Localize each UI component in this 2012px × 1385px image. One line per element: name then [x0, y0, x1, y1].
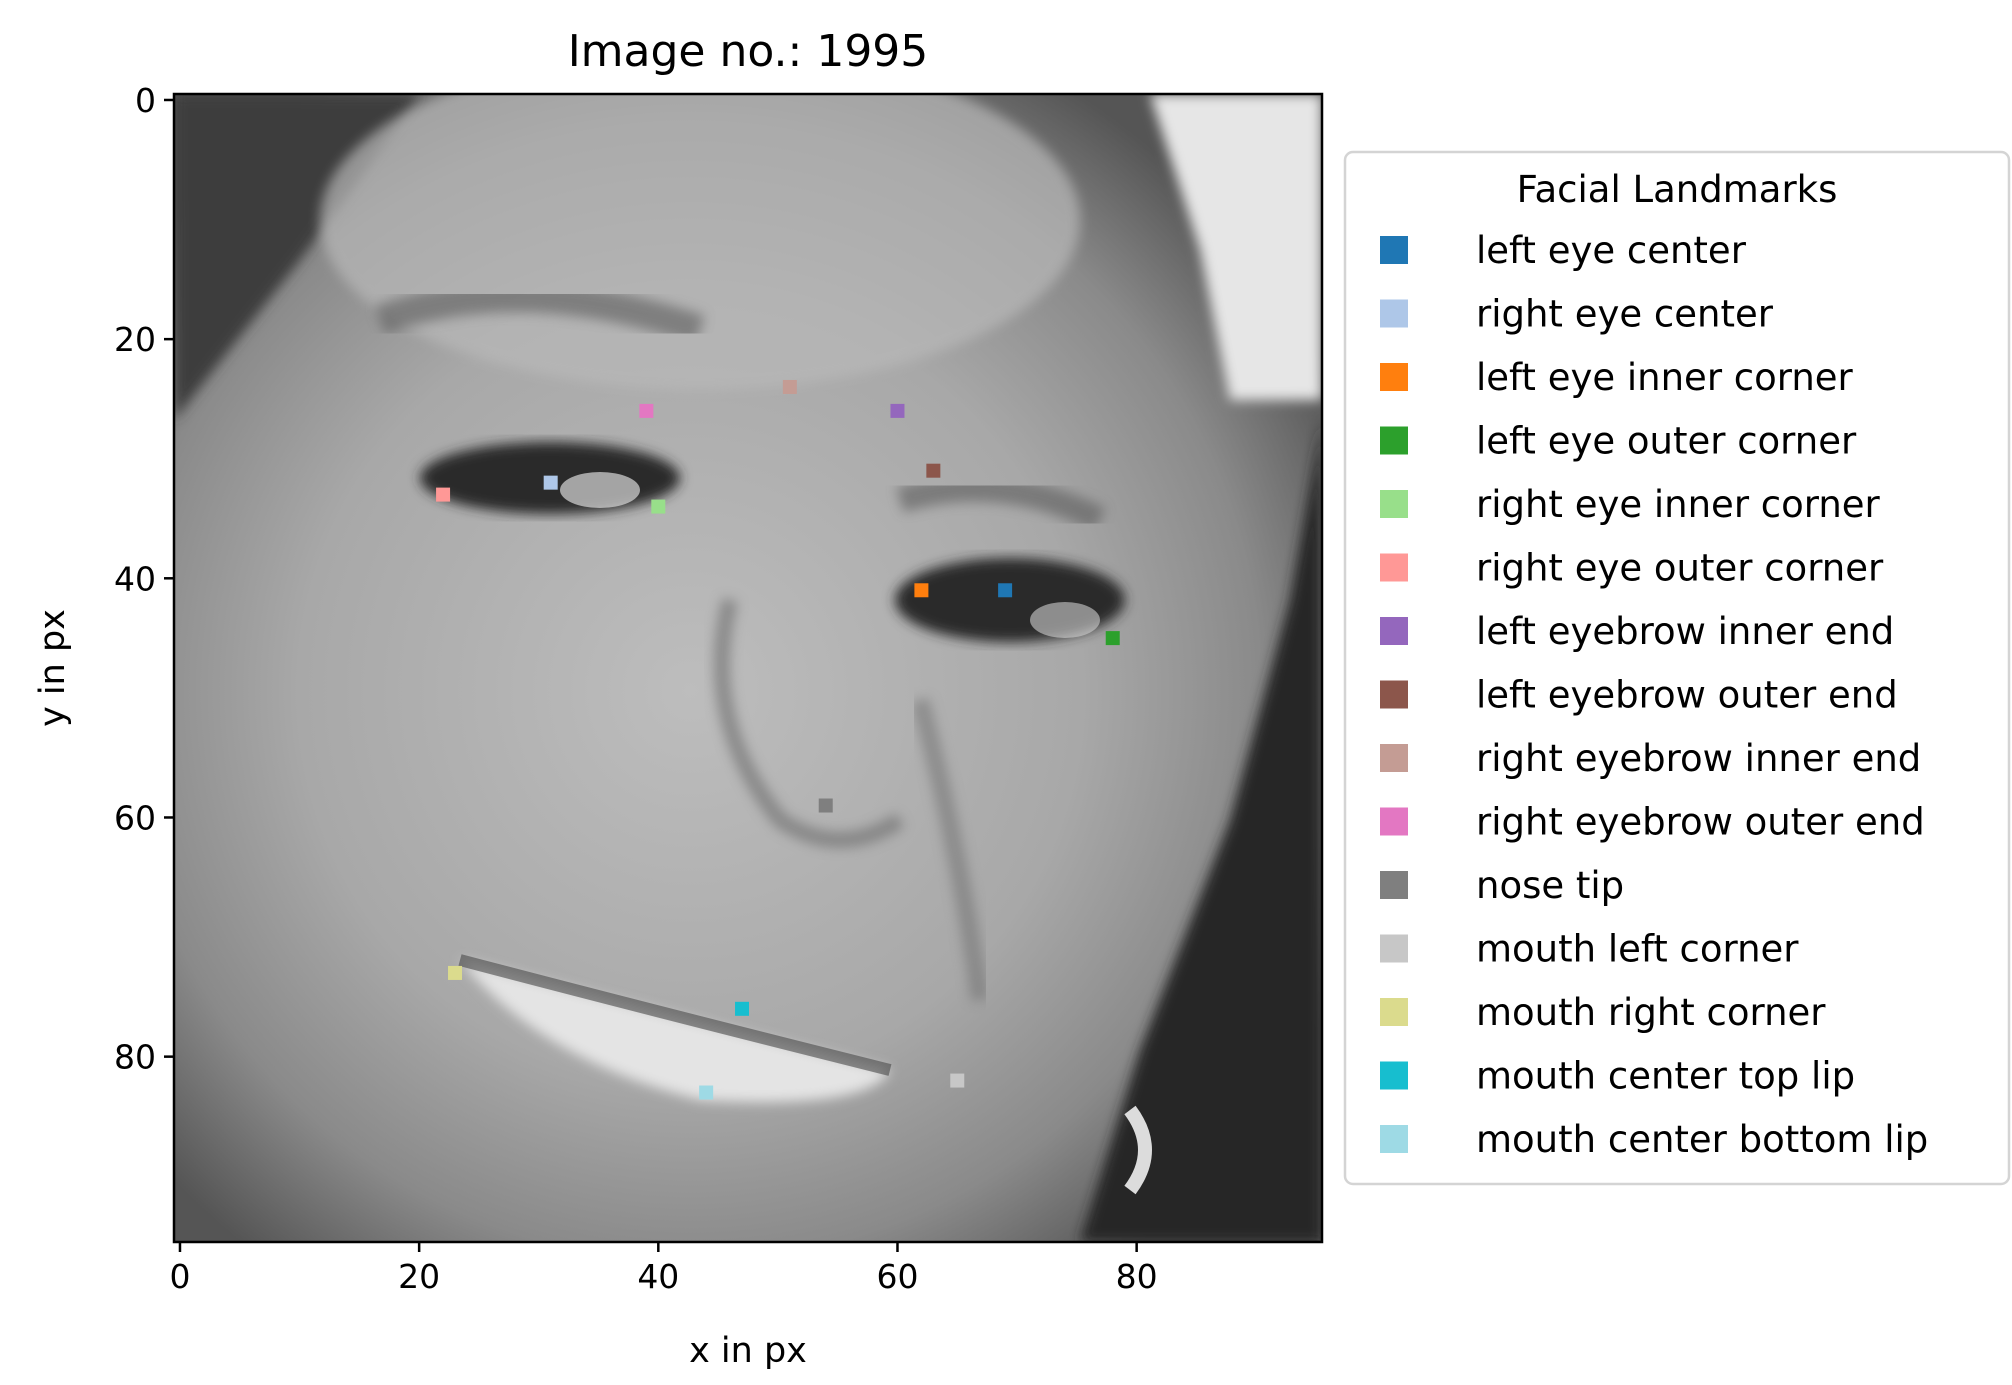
- legend-entry: right eye center: [1476, 293, 1774, 336]
- landmark-point: [783, 380, 797, 394]
- legend-marker: [1380, 744, 1408, 772]
- x-tick-label: 80: [1116, 1257, 1158, 1296]
- legend-entry: left eye center: [1476, 229, 1747, 272]
- landmark-point: [1106, 631, 1120, 645]
- legend-marker: [1380, 617, 1408, 645]
- x-tick-label: 0: [169, 1257, 190, 1296]
- x-tick-label: 60: [876, 1257, 918, 1296]
- legend-entry: left eye outer corner: [1476, 420, 1857, 463]
- legend-marker: [1380, 490, 1408, 518]
- landmark-point: [448, 966, 462, 980]
- legend-marker: [1380, 871, 1408, 899]
- y-tick-label: 40: [114, 559, 156, 598]
- face-image: [174, 50, 1322, 1242]
- legend-marker: [1380, 998, 1408, 1026]
- legend-entry: left eye inner corner: [1476, 356, 1854, 399]
- legend-entry: mouth right corner: [1476, 991, 1826, 1034]
- legend-marker: [1380, 1062, 1408, 1090]
- legend-marker: [1380, 427, 1408, 455]
- landmark-point: [890, 404, 904, 418]
- legend-entry: right eye inner corner: [1476, 483, 1881, 526]
- legend-entry: right eyebrow inner end: [1476, 737, 1921, 780]
- x-axis-label: x in px: [689, 1331, 807, 1371]
- y-axis-label: y in px: [33, 609, 73, 727]
- landmark-point: [699, 1086, 713, 1100]
- landmark-point: [998, 583, 1012, 597]
- y-axis: 0 20 40 60 80: [114, 81, 174, 1077]
- legend-marker: [1380, 681, 1408, 709]
- landmark-point: [544, 476, 558, 490]
- landmark-point: [819, 799, 833, 813]
- legend-marker: [1380, 935, 1408, 963]
- x-axis: 0 20 40 60 80: [169, 1242, 1157, 1296]
- legend-marker: [1380, 300, 1408, 328]
- legend-title: Facial Landmarks: [1517, 168, 1838, 211]
- legend-marker: [1380, 808, 1408, 836]
- legend-entry: right eye outer corner: [1476, 547, 1884, 590]
- landmark-point: [436, 488, 450, 502]
- legend-marker: [1380, 1125, 1408, 1153]
- legend-entry: mouth left corner: [1476, 928, 1799, 971]
- y-tick-label: 80: [114, 1038, 156, 1077]
- landmark-point: [639, 404, 653, 418]
- legend: Facial Landmarks left eye center right ey…: [1345, 152, 2009, 1184]
- landmark-point: [926, 464, 940, 478]
- legend-entry: right eyebrow outer end: [1476, 801, 1925, 844]
- legend-entry: mouth center top lip: [1476, 1055, 1855, 1098]
- landmark-point: [651, 500, 665, 514]
- legend-marker: [1380, 236, 1408, 264]
- legend-entry: left eyebrow outer end: [1476, 674, 1898, 717]
- x-tick-label: 40: [637, 1257, 679, 1296]
- legend-marker: [1380, 363, 1408, 391]
- legend-entry: nose tip: [1476, 864, 1624, 907]
- legend-entry: left eyebrow inner end: [1476, 610, 1894, 653]
- landmark-point: [735, 1002, 749, 1016]
- y-tick-label: 20: [114, 320, 156, 359]
- y-tick-label: 0: [135, 81, 156, 120]
- legend-marker: [1380, 554, 1408, 582]
- landmark-point: [950, 1074, 964, 1088]
- landmark-point: [914, 583, 928, 597]
- y-tick-label: 60: [114, 798, 156, 837]
- x-tick-label: 20: [398, 1257, 440, 1296]
- legend-entry: mouth center bottom lip: [1476, 1118, 1928, 1161]
- chart-title: Image no.: 1995: [568, 26, 929, 77]
